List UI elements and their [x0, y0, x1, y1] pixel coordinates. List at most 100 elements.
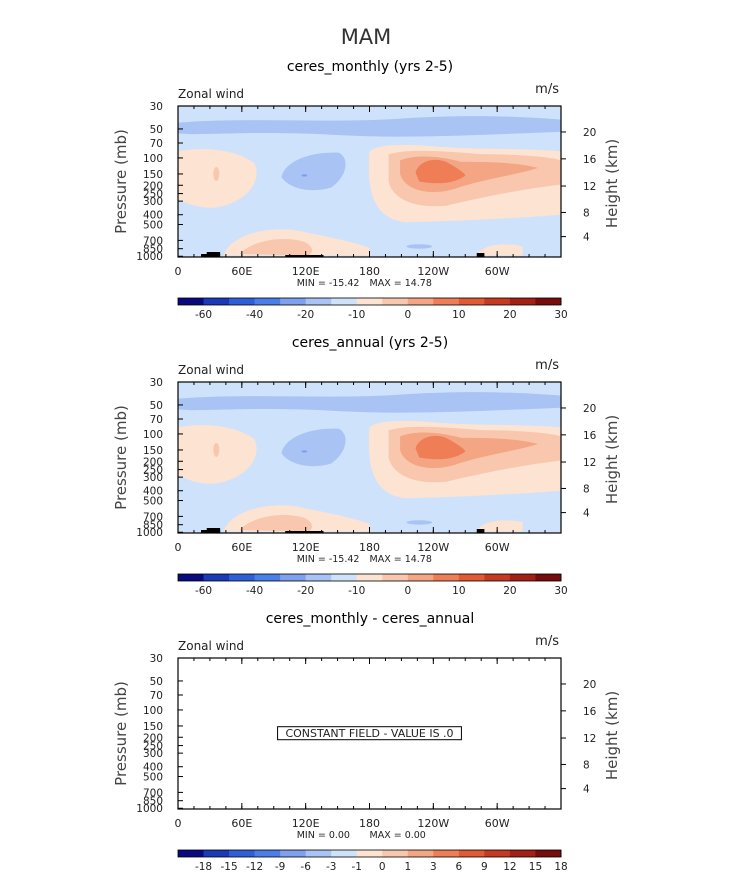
colorbar-frame [177, 297, 562, 306]
colorbar-label: -10 [348, 585, 365, 597]
colorbar-swatch [305, 574, 332, 581]
y-tick-label: 50 [150, 124, 163, 136]
contour-negative-center [301, 450, 308, 453]
y-tick-label: 50 [150, 400, 163, 412]
colorbar-label: 30 [554, 309, 567, 321]
x-tick-label: 60E [231, 817, 252, 830]
contour-lowlevel-positive-inner [239, 239, 313, 256]
x-tick-label: 60E [231, 541, 252, 554]
colorbar-label: -18 [195, 861, 212, 872]
y-axis-title: Pressure (mb) [112, 681, 130, 786]
y-tick-label: 700 [143, 511, 163, 523]
y-tick-label: 200 [143, 456, 163, 468]
x-tick-label: 0 [175, 265, 182, 278]
panel-2: ceres_annual (yrs 2-5) Zonal wind m/s 30 50 7… [112, 335, 621, 597]
x-tick-label: 120E [292, 265, 320, 278]
y-tick-label: 1000 [136, 803, 163, 815]
colorbar-frame [177, 849, 562, 858]
contour-west-tongue [216, 158, 245, 167]
height-tick-label: 12 [583, 181, 596, 193]
colorbar-swatch [356, 298, 383, 305]
y-tick-label: 300 [143, 472, 163, 484]
x-tick-label: 60E [231, 265, 252, 278]
y-tick-label: 500 [143, 496, 163, 508]
height-tick-label: 8 [583, 483, 590, 495]
x-tick-label: 60W [485, 541, 510, 554]
colorbar-label: -60 [195, 585, 212, 597]
height-tick-label: 20 [583, 679, 596, 691]
y-tick-label: 100 [143, 153, 163, 165]
colorbar-swatch [254, 298, 281, 305]
colorbar-swatch [331, 574, 358, 581]
contour-low-positive-east [476, 520, 523, 532]
y-tick-label: 400 [143, 486, 163, 498]
y-tick-label: 200 [143, 180, 163, 192]
colorbar-label: 6 [456, 861, 463, 872]
x-tick-label: 0 [175, 817, 182, 830]
y-tick-label: 200 [143, 732, 163, 744]
colorbar-swatch [433, 298, 460, 305]
y-tick-label: 250 [143, 465, 163, 477]
y-tick-label: 250 [143, 741, 163, 753]
colorbar-label: -20 [297, 309, 314, 321]
panel-3: ceres_monthly - ceres_annual Zonal wind m/… [112, 611, 621, 872]
colorbar-swatch [305, 298, 332, 305]
contour-west-tongue [216, 434, 245, 443]
colorbar-label: 20 [503, 309, 516, 321]
panel-title: ceres_annual (yrs 2-5) [292, 335, 448, 351]
contour-west-spot [213, 442, 220, 457]
y-tick-label: 30 [150, 377, 163, 389]
colorbar-swatch [229, 298, 256, 305]
x-tick-label: 180 [359, 817, 380, 830]
x-tick-label: 0 [175, 541, 182, 554]
units-label: m/s [535, 82, 559, 97]
y-tick-label: 30 [150, 101, 163, 113]
colorbar-label: 1 [404, 861, 411, 872]
colorbar-label: -10 [348, 309, 365, 321]
colorbar-label: -60 [195, 309, 212, 321]
colorbar-swatch [535, 850, 562, 857]
height-tick-label: 16 [583, 430, 597, 442]
constant-field-box [277, 726, 462, 741]
colorbar-swatch [331, 850, 358, 857]
colorbar-swatch [356, 574, 383, 581]
y-tick-label: 30 [150, 653, 163, 665]
x-tick-label: 120W [417, 265, 449, 278]
contour-jet-core [415, 435, 466, 460]
y-tick-label: 300 [143, 196, 163, 208]
colorbar-label: 30 [554, 585, 567, 597]
colorbar-swatch [407, 574, 434, 581]
topography-andes [476, 529, 485, 533]
height-tick-label: 4 [583, 784, 590, 796]
y-tick-label: 50 [150, 676, 163, 688]
contour-low-negative [406, 244, 433, 249]
contour-low-negative [406, 520, 433, 525]
contour-west-spot [213, 166, 220, 181]
colorbar-swatch [203, 298, 230, 305]
y-tick-label: 1000 [136, 251, 163, 263]
height-tick-label: 16 [583, 154, 597, 166]
colorbar-swatch [229, 850, 256, 857]
y-tick-label: 850 [143, 244, 163, 256]
height-tick-label: 16 [583, 706, 597, 718]
topography-tibet [206, 528, 221, 533]
y-tick-label: 400 [143, 210, 163, 222]
y-tick-label: 850 [143, 520, 163, 532]
colorbar-label: -9 [275, 861, 285, 872]
height-tick-label: 20 [583, 403, 596, 415]
y-tick-label: 250 [143, 189, 163, 201]
colorbar-swatch [458, 298, 485, 305]
colorbar-swatch [458, 574, 485, 581]
colorbar-swatch [254, 850, 281, 857]
colorbar-swatch [484, 850, 511, 857]
colorbar-swatch [178, 850, 205, 857]
colorbar-label: -15 [220, 861, 237, 872]
contour-negative-core [281, 428, 346, 467]
y-tick-label: 300 [143, 748, 163, 760]
panel-1: ceres_monthly (yrs 2-5) Zonal wind m/s 30 50… [112, 59, 621, 321]
y-tick-label: 1000 [136, 527, 163, 539]
colorbar-label: -20 [297, 585, 314, 597]
colorbar-swatch [382, 850, 409, 857]
y-tick-label: 700 [143, 235, 163, 247]
height-tick-label: 4 [583, 508, 590, 520]
